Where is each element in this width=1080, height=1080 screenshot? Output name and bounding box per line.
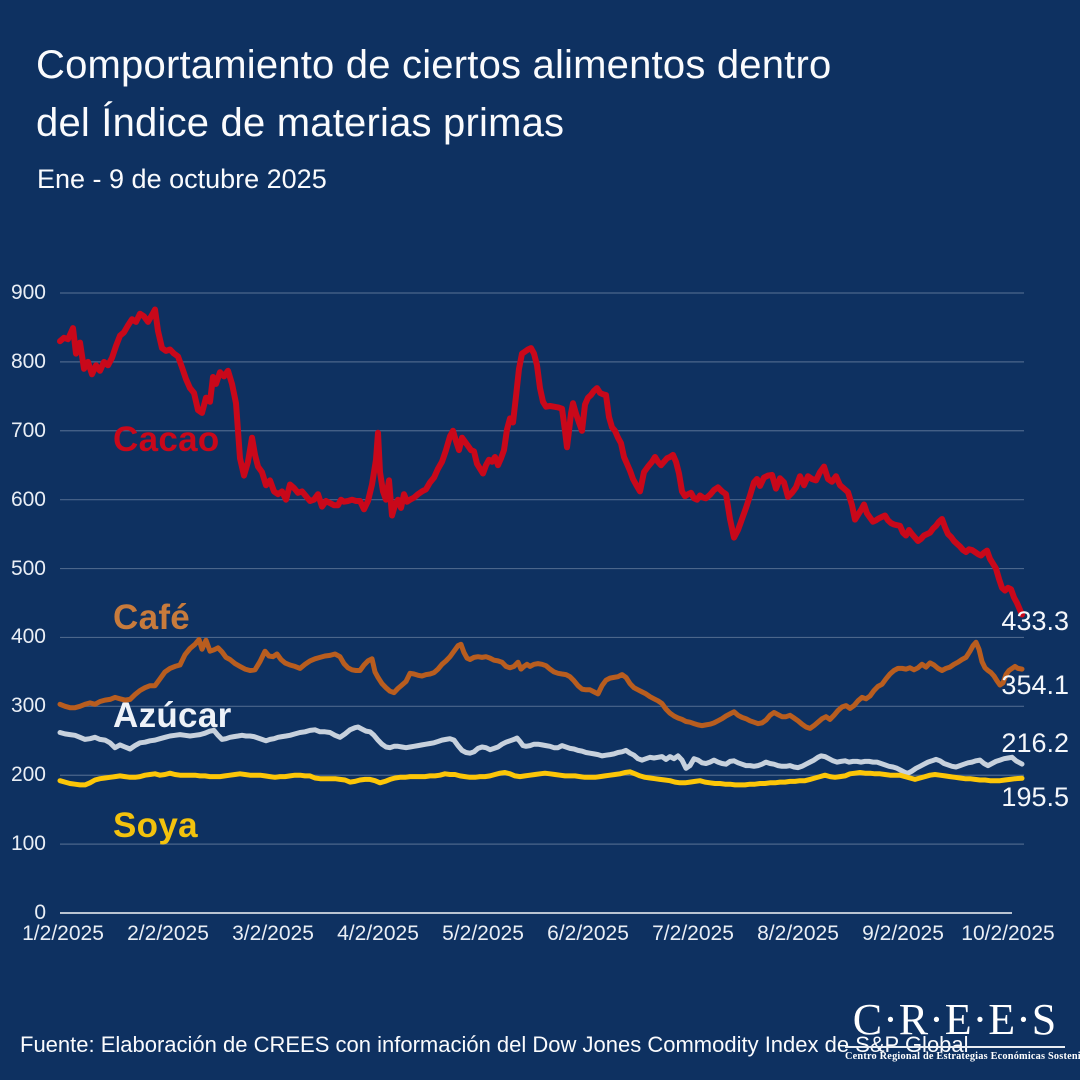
crees-logo: C·R·E·E·S Centro Regional de Estrategias… [845,995,1080,1062]
x-tick-label-1: 1/2/2025 [22,922,104,945]
end-value-cacao: 433.3 [1001,606,1069,636]
x-tick-label-2: 2/2/2025 [127,922,209,945]
y-tick-label-600: 600 [10,487,46,511]
x-tick-label-6: 6/2/2025 [547,922,629,945]
source-note: Fuente: Elaboración de CREES con informa… [20,1032,969,1057]
date-range-subtitle: Ene - 9 de octubre 2025 [37,164,327,194]
y-tick-label-0: 0 [34,901,46,924]
x-tick-label-10: 10/2/2025 [961,922,1055,945]
page-title-line1: Comportamiento de ciertos alimentos dent… [36,43,832,87]
series-label-azucar: Azúcar [113,696,232,735]
series-label-cafe: Café [113,598,191,637]
x-tick-label-9: 9/2/2025 [862,922,944,945]
crees-logo-wordmark: C·R·E·E·S [852,995,1058,1044]
y-tick-label-800: 800 [10,349,46,373]
series-label-cacao: Cacao [113,420,220,459]
series-line-cafe [57,637,1025,731]
y-tick-label-400: 400 [10,625,46,649]
x-tick-label-3: 3/2/2025 [232,922,314,945]
y-tick-label-900: 900 [10,281,46,304]
x-tick-label-8: 8/2/2025 [757,922,839,945]
series-line-soya [57,769,1025,788]
y-tick-label-100: 100 [10,832,46,856]
end-value-azucar: 216.2 [1001,728,1069,758]
x-tick-label-7: 7/2/2025 [652,922,734,945]
x-tick-label-4: 4/2/2025 [337,922,419,945]
crees-logo-divider [845,1046,1065,1048]
end-value-cafe: 354.1 [1001,670,1069,700]
x-tick-label-5: 5/2/2025 [442,922,524,945]
series-line-azucar [57,724,1025,776]
y-tick-label-500: 500 [10,556,46,580]
y-tick-label-200: 200 [10,763,46,787]
y-tick-label-700: 700 [10,418,46,442]
series-line-cacao [57,306,1025,618]
series-label-soya: Soya [113,806,198,845]
page-title-line2: del Índice de materias primas [36,101,565,145]
y-tick-label-300: 300 [10,694,46,718]
crees-logo-tagline: Centro Regional de Estrategias Económica… [845,1051,1080,1062]
end-value-soya: 195.5 [1001,782,1069,812]
page-title: Comportamiento de ciertos alimentos dent… [36,36,1016,152]
